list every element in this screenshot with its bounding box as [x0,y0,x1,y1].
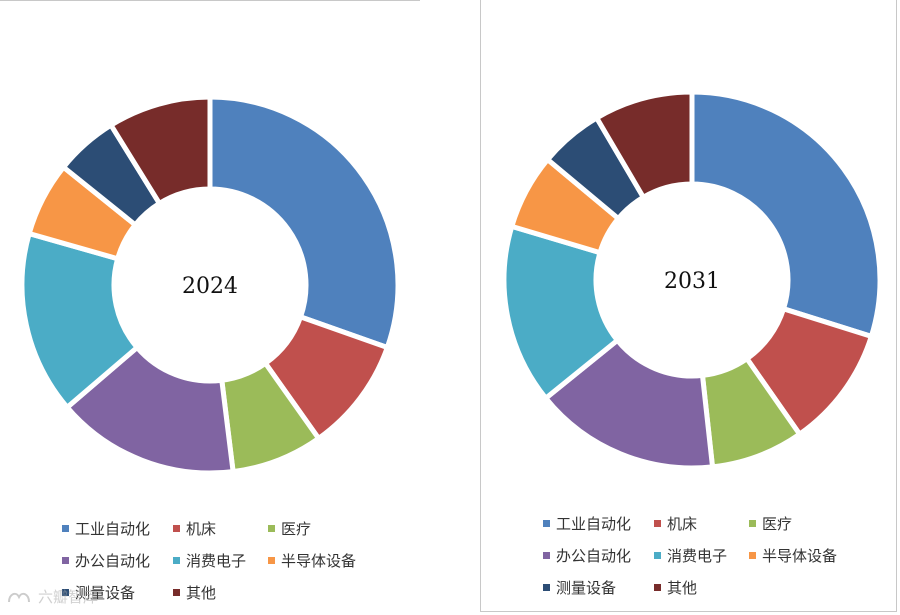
legend-item: 消费电子 [654,545,727,566]
legend-label: 半导体设备 [281,552,357,570]
legend-swatch [749,520,756,527]
legend-item: 消费电子 [173,550,246,571]
legend-swatch [543,552,550,559]
legend-label: 其他 [667,579,698,597]
legend-label: 医疗 [281,520,312,538]
legend-item: 工业自动化 [543,513,631,534]
legend-label: 测量设备 [556,579,617,597]
legend-item: 办公自动化 [62,550,150,571]
legend-label: 消费电子 [667,547,728,565]
legend-item: 半导体设备 [749,545,837,566]
legend-item: 机床 [654,513,697,534]
legend-swatch [654,584,661,591]
donut-chart-2024: 2024 [19,94,401,476]
legend-label: 半导体设备 [762,547,838,565]
legend-item: 办公自动化 [543,545,631,566]
legend-swatch [62,525,69,532]
legend-swatch [268,525,275,532]
legend-item: 医疗 [749,513,792,534]
legend-label: 机床 [667,515,698,533]
legend-swatch [62,557,69,564]
donut-slice-5 [19,231,140,410]
center-year-label: 2031 [664,269,720,294]
legend-swatch [543,520,550,527]
legend-swatch [173,525,180,532]
legend-label: 办公自动化 [75,552,151,570]
legend-item: 测量设备 [543,577,616,598]
donut-slice-8 [108,94,213,206]
legend-label: 工业自动化 [75,520,151,538]
legend-item: 机床 [173,518,216,539]
watermark-logo-icon [8,592,30,602]
legend-swatch [749,552,756,559]
legend-label: 其他 [186,584,217,602]
donut-slice-1 [207,94,401,350]
watermark: 六瓣智库 [6,586,98,607]
legend-item: 其他 [654,577,697,598]
legend-item: 半导体设备 [268,550,356,571]
donut-slice-8 [594,89,695,200]
legend-label: 测量设备 [75,584,136,602]
legend-swatch [268,557,275,564]
legend-swatch [173,557,180,564]
legend-label: 办公自动化 [556,547,632,565]
legend-swatch [654,552,661,559]
legend-swatch [62,589,69,596]
donut-slice-1 [689,89,883,339]
legend-swatch [543,584,550,591]
legend-item: 测量设备 [62,582,135,603]
legend-label: 医疗 [762,515,793,533]
legend-swatch [173,589,180,596]
legend-item: 其他 [173,582,216,603]
donut-slice-4 [543,337,716,471]
watermark-text: 六瓣智库 [38,588,99,606]
donut-chart-2031: 2031 [501,89,883,471]
chart-panel-2024: 2024 工业自动化 机床 医疗办公自动化 消费电子 半导体设备测量设备 其他 [0,0,420,615]
center-year-label: 2024 [182,274,238,299]
donut-slice-4 [64,344,236,476]
legend-item: 工业自动化 [62,518,150,539]
legend-swatch [654,520,661,527]
legend-item: 医疗 [268,518,311,539]
legend-label: 机床 [186,520,217,538]
legend-label: 消费电子 [186,552,247,570]
legend-label: 工业自动化 [556,515,632,533]
chart-panel-2031: 2031 工业自动化 机床 医疗办公自动化 消费电子 半导体设备测量设备 其他 [480,0,897,612]
